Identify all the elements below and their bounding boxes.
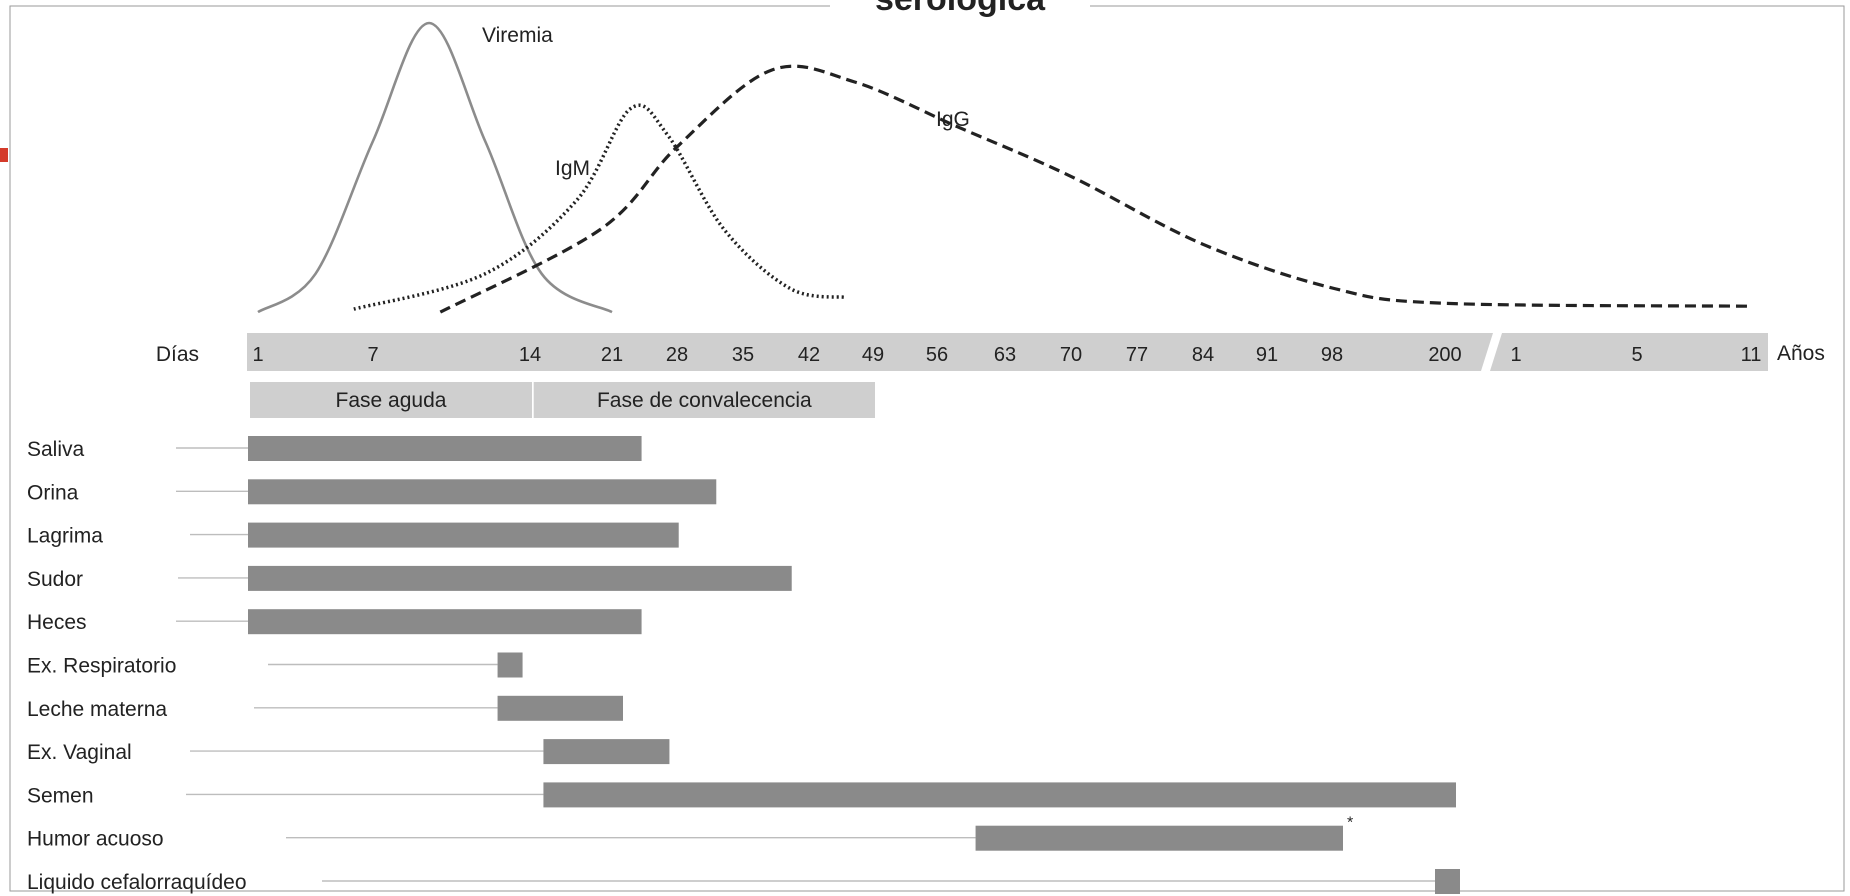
day-tick-200: 200 <box>1428 344 1461 366</box>
row-label: Ex. Vaginal <box>27 741 132 764</box>
curve-viremia <box>257 21 613 314</box>
phase-fase-de-convalecencia: Fase de convalecencia <box>533 382 875 418</box>
day-tick-42: 42 <box>798 344 820 366</box>
row-leche-materna: Leche materna <box>27 695 623 721</box>
phase-band <box>250 382 532 418</box>
left-accent <box>0 148 8 162</box>
curve-igg <box>439 64 1752 314</box>
curve-label-viremia: Viremia <box>482 24 553 47</box>
row-semen: Semen <box>27 782 1456 808</box>
row-marker: * <box>1347 815 1353 832</box>
row-label: Leche materna <box>27 698 167 721</box>
curve-igm <box>353 103 846 311</box>
row-bar <box>543 782 1456 808</box>
day-tick-7: 7 <box>367 344 378 366</box>
row-label: Liquido cefalorraquídeo <box>27 871 247 894</box>
row-lagrima: Lagrima <box>27 522 679 548</box>
day-tick-98: 98 <box>1321 344 1343 366</box>
row-bar <box>975 825 1343 851</box>
title-backdrop <box>830 0 1090 8</box>
day-tick-21: 21 <box>601 344 623 366</box>
row-label: Sudor <box>27 568 83 591</box>
axis-left-label: Días <box>156 343 199 366</box>
row-bar <box>543 739 670 765</box>
row-bar <box>248 609 642 635</box>
row-label: Heces <box>27 611 87 634</box>
day-tick-56: 56 <box>926 344 948 366</box>
phase-label: Fase aguda <box>336 389 447 412</box>
row-label: Semen <box>27 784 94 807</box>
curve-label-igm: IgM <box>555 157 590 180</box>
row-bar <box>497 695 623 721</box>
title-fragment: serológica <box>875 0 1046 18</box>
phase-fase-aguda: Fase aguda <box>250 382 532 418</box>
day-tick-35: 35 <box>732 344 754 366</box>
row-label: Orina <box>27 481 79 504</box>
row-sudor: Sudor <box>27 565 792 591</box>
row-label: Ex. Respiratorio <box>27 655 176 678</box>
row-bar <box>497 652 523 678</box>
day-tick-labels: 1 7 14 21 28 35 42 49 56 63 70 77 84 91 98 200 <box>252 344 1461 366</box>
year-tick-11: 11 <box>1741 344 1762 366</box>
row-heces: Heces <box>27 609 642 635</box>
phase-bands: Fase aguda Fase de convalecencia <box>250 382 875 418</box>
detection-rows: Saliva Orina Lagrima Sudor Heces Ex. Respirat… <box>27 436 1460 894</box>
row-liquido-cefalorraquideo: Liquido cefalorraquídeo <box>27 869 1460 894</box>
phase-label: Fase de convalecencia <box>597 389 812 412</box>
row-label: Humor acuoso <box>27 828 164 851</box>
row-label: Lagrima <box>27 525 103 548</box>
row-label: Saliva <box>27 438 85 461</box>
day-tick-70: 70 <box>1060 344 1082 366</box>
row-bar <box>248 565 792 591</box>
day-tick-1: 1 <box>252 344 263 366</box>
row-orina: Orina <box>27 479 717 505</box>
axis-band <box>247 333 1768 371</box>
phase-band <box>533 382 875 418</box>
row-ex-respiratorio: Ex. Respiratorio <box>27 652 523 678</box>
row-humor-acuoso: Humor acuoso * <box>27 815 1353 851</box>
curve-label-igg: IgG <box>936 108 970 131</box>
year-tick-1: 1 <box>1510 344 1521 366</box>
row-bar <box>248 522 679 548</box>
year-tick-5: 5 <box>1631 344 1642 366</box>
row-bar <box>1435 869 1460 894</box>
day-tick-91: 91 <box>1256 344 1278 366</box>
axis-band-years <box>1490 333 1768 371</box>
row-bar <box>248 479 717 505</box>
row-bar <box>248 436 642 461</box>
row-saliva: Saliva <box>27 436 642 461</box>
day-tick-49: 49 <box>862 344 884 366</box>
curves: Viremia IgM IgG <box>257 21 1752 314</box>
day-tick-63: 63 <box>994 344 1016 366</box>
day-tick-84: 84 <box>1192 344 1214 366</box>
row-ex-vaginal: Ex. Vaginal <box>27 739 670 765</box>
day-tick-77: 77 <box>1126 344 1148 366</box>
year-tick-labels: 1 5 11 <box>1510 344 1761 366</box>
axis-right-label: Años <box>1777 342 1825 365</box>
day-tick-28: 28 <box>666 344 688 366</box>
day-tick-14: 14 <box>519 344 541 366</box>
axis-band-days <box>247 333 1493 371</box>
